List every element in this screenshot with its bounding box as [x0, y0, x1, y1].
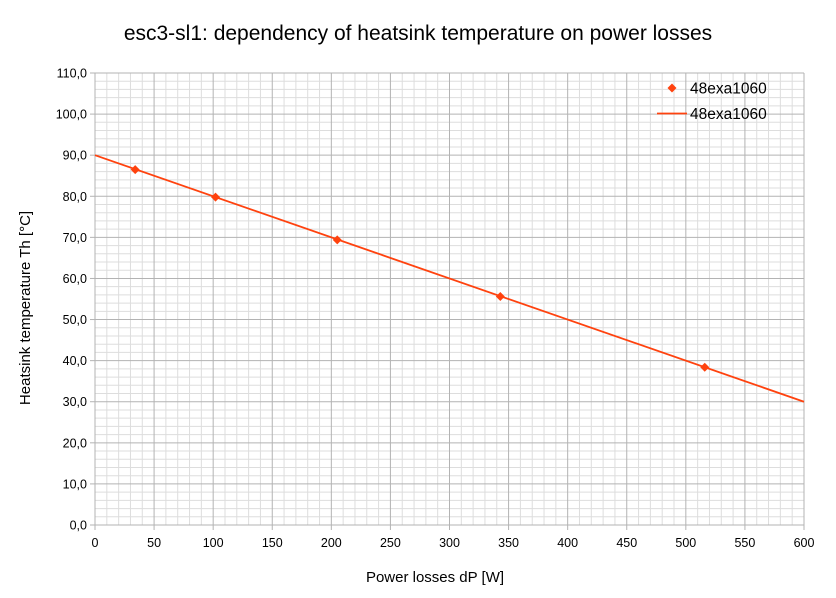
y-tick-label: 0,0: [70, 519, 87, 533]
x-tick-label: 400: [557, 536, 578, 550]
y-axis-label: Heatsink temperature Th [°C]: [17, 211, 34, 405]
data-point-marker: [495, 292, 505, 302]
x-tick-label: 200: [321, 536, 342, 550]
legend-label: 48exa1060: [690, 106, 767, 123]
x-tick-label: 550: [734, 536, 755, 550]
grid: [94, 72, 805, 526]
x-axis-label: Power losses dP [W]: [366, 569, 504, 586]
y-tick-label: 100,0: [56, 108, 87, 122]
data-point-marker: [211, 192, 221, 202]
x-tick-label: 250: [380, 536, 401, 550]
y-tick-label: 80,0: [63, 190, 87, 204]
tick-labels: 0 50 100 150 200 250 300 350 400 450 500 550 600 0,0 1…: [56, 67, 815, 551]
y-tick-label: 30,0: [63, 395, 87, 409]
x-tick-label: 50: [147, 536, 161, 550]
data-point-marker: [700, 362, 710, 372]
x-tick-label: 0: [92, 536, 99, 550]
legend: 48exa1060 48exa1060: [657, 81, 767, 123]
data-point-marker: [130, 165, 140, 175]
x-tick-label: 150: [262, 536, 283, 550]
x-tick-label: 600: [794, 536, 815, 550]
y-tick-label: 90,0: [63, 149, 87, 163]
y-tick-label: 50,0: [63, 313, 87, 327]
y-tick-label: 10,0: [63, 477, 87, 491]
legend-marker-symbol: [667, 83, 677, 93]
y-tick-label: 20,0: [63, 436, 87, 450]
data-series: [94, 154, 805, 403]
y-tick-label: 40,0: [63, 354, 87, 368]
legend-label: 48exa1060: [690, 81, 767, 98]
x-tick-label: 500: [675, 536, 696, 550]
y-tick-label: 110,0: [57, 67, 87, 81]
x-tick-label: 300: [439, 536, 460, 550]
y-tick-label: 60,0: [63, 272, 87, 286]
data-point-marker: [332, 235, 342, 245]
x-tick-label: 350: [498, 536, 519, 550]
x-tick-label: 450: [616, 536, 637, 550]
axes: [90, 72, 805, 530]
chart-title: esc3-sl1: dependency of heatsink tempera…: [123, 22, 713, 45]
x-tick-label: 100: [203, 536, 224, 550]
y-tick-label: 70,0: [63, 231, 87, 245]
